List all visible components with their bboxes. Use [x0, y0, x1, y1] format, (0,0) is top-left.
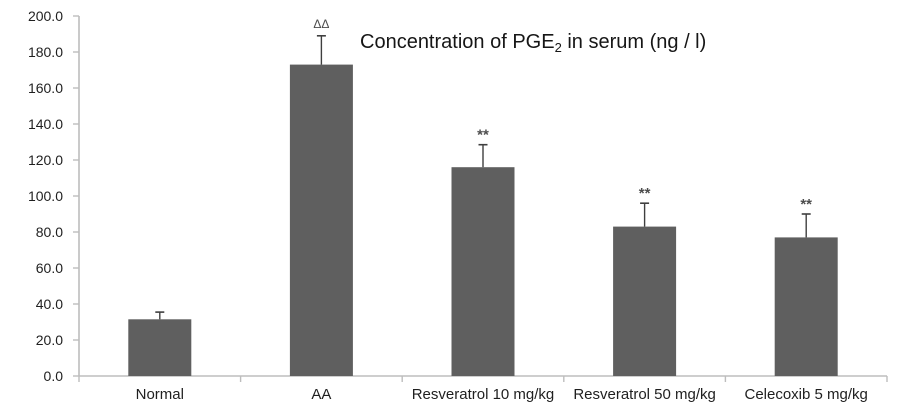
- y-tick-label: 160.0: [28, 80, 63, 96]
- significance-marker: **: [477, 127, 489, 144]
- bar: [451, 167, 515, 376]
- chart-title-subscript: 2: [555, 40, 562, 55]
- bar: [774, 237, 838, 376]
- x-category-label: Normal: [136, 386, 184, 403]
- x-category-label: AA: [311, 386, 331, 403]
- y-tick-label: 20.0: [36, 332, 63, 348]
- chart-title-prefix: Concentration of PGE: [360, 31, 555, 53]
- x-category-label: Resveratrol 10 mg/kg: [412, 386, 555, 403]
- chart-title: Concentration of PGE2 in serum (ng / l): [360, 31, 706, 55]
- y-tick-label: 80.0: [36, 224, 63, 240]
- bar: [613, 226, 677, 376]
- x-category-label: Resveratrol 50 mg/kg: [573, 386, 716, 403]
- chart-title-suffix: in serum (ng / l): [562, 31, 706, 53]
- y-tick-label: 40.0: [36, 296, 63, 312]
- y-tick-label: 0.0: [44, 368, 64, 384]
- y-tick-label: 60.0: [36, 260, 63, 276]
- y-tick-label: 100.0: [28, 188, 63, 204]
- y-tick-label: 120.0: [28, 152, 63, 168]
- bar: [128, 319, 192, 376]
- plot-area: 0.0 20.0 40.0 60.0 80.0 100.0 120.0 140.0 160.0 1…: [28, 8, 888, 403]
- significance-marker: **: [639, 185, 651, 202]
- bar: [289, 64, 353, 376]
- y-tick-label: 200.0: [28, 8, 63, 24]
- y-tick-label: 180.0: [28, 44, 63, 60]
- significance-marker: **: [800, 196, 812, 213]
- significance-marker: ΔΔ: [313, 17, 329, 31]
- x-category-label: Celecoxib 5 mg/kg: [744, 386, 867, 403]
- y-tick-label: 140.0: [28, 116, 63, 132]
